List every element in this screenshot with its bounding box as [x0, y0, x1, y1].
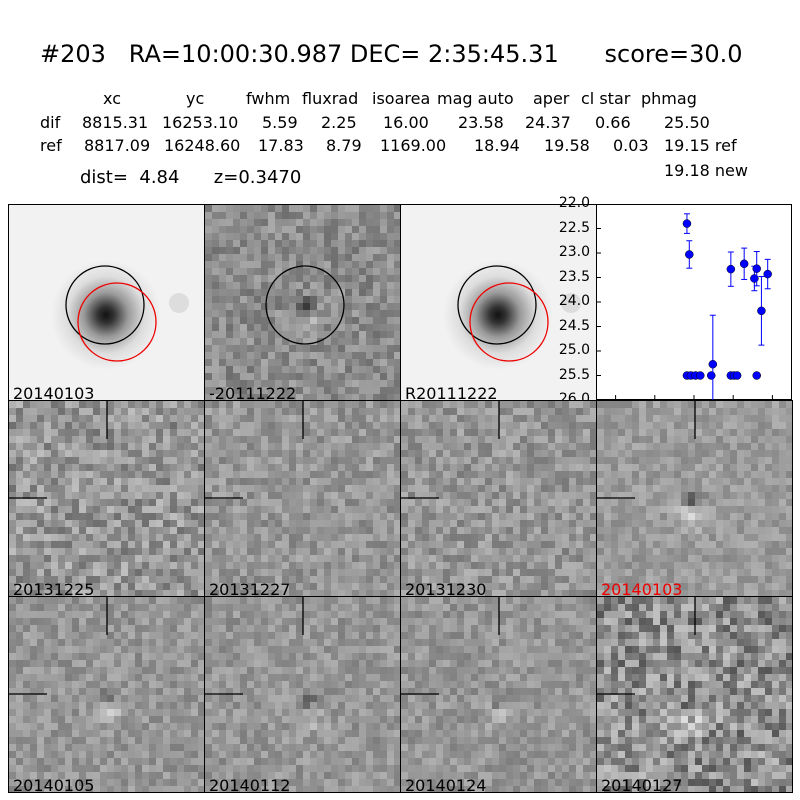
noise-image [597, 597, 792, 792]
aperture-circle-red [469, 282, 549, 362]
stamp-epoch: 20131227 [204, 400, 401, 597]
data-point [685, 250, 694, 259]
dif-isoarea: 16.00 [383, 113, 429, 132]
ref-aper: 19.58 [544, 136, 590, 155]
new-magnitude-note: 19.18 new [664, 161, 748, 180]
data-point [696, 371, 705, 380]
data-point [726, 264, 736, 274]
data-point [752, 371, 761, 380]
y-tick-label: 22.5 [558, 219, 590, 236]
data-point [763, 269, 772, 279]
dif-yc: 16253.10 [162, 113, 239, 132]
col-header-fwhm: fwhm [246, 89, 291, 108]
dif-mag-auto: 23.58 [458, 113, 504, 132]
col-header-cl-star: cl star [581, 89, 631, 108]
aperture-circle-red [77, 282, 157, 362]
col-header-phmag: phmag [641, 89, 697, 108]
y-tick-label: 23.0 [558, 244, 590, 260]
aperture-circle-black [457, 265, 537, 345]
y-tick-label: 25.5 [558, 366, 590, 383]
data-point [706, 371, 716, 380]
row-label-ref: ref [40, 136, 62, 155]
dif-xc: 8815.31 [82, 113, 149, 132]
col-header-yc: yc [186, 89, 205, 108]
stamp-epoch: 20140105 [8, 596, 205, 793]
stamp-label: 20140124 [405, 776, 487, 793]
stamp-epoch-current: 20140103 [596, 400, 793, 597]
distance-redshift-line: dist= 4.84 z=0.3470 [80, 167, 302, 188]
stamp-epoch: 20140124 [400, 596, 597, 793]
stamp-difference-image: -20111222 [204, 204, 401, 401]
stamp-label: R20111222 [405, 384, 498, 401]
data-point [752, 264, 761, 273]
col-header-isoarea: isoarea [372, 89, 431, 108]
stamp-label: -20111222 [209, 384, 297, 401]
ref-mag-auto: 18.94 [474, 136, 520, 155]
col-header-mag-auto: mag auto [437, 89, 514, 108]
col-header-xc: xc [103, 89, 121, 108]
noise-image [205, 401, 400, 596]
ref-phmag: 19.15 ref [664, 136, 737, 155]
stamp-reference-image: R20111222 [400, 204, 597, 401]
row-label-dif: dif [40, 113, 61, 132]
ref-fluxrad: 8.79 [326, 136, 362, 155]
light-curve-chart [596, 203, 792, 401]
noise-image [597, 401, 792, 596]
dif-fwhm: 5.59 [262, 113, 298, 132]
noise-image [401, 401, 596, 596]
noise-image [205, 597, 400, 792]
stamp-label: 20140112 [209, 776, 291, 793]
stamp-label: 20140105 [13, 776, 95, 793]
data-point [739, 259, 749, 269]
y-tick-label: 24.0 [558, 293, 590, 309]
y-tick-label: 23.5 [558, 268, 590, 285]
galaxy-image [401, 205, 596, 400]
light-curve-plot [596, 203, 792, 401]
dif-cl-star: 0.66 [595, 113, 631, 132]
data-point [732, 371, 742, 380]
col-header-aper: aper [533, 89, 570, 108]
ref-xc: 8817.09 [84, 136, 151, 155]
noise-image [205, 205, 400, 400]
stamp-epoch: 20131225 [8, 400, 205, 597]
data-point [757, 306, 766, 316]
noise-image [9, 597, 204, 792]
galaxy-image [9, 205, 204, 400]
stamp-epoch: 20140127 [596, 596, 793, 793]
noise-image [401, 597, 596, 792]
noise-image [9, 401, 204, 596]
ref-yc: 16248.60 [164, 136, 241, 155]
candidate-title: #203 RA=10:00:30.987 DEC= 2:35:45.31 sco… [40, 40, 743, 68]
stamp-label: 20140103 [601, 580, 683, 597]
y-tick-label: 25.0 [558, 342, 590, 358]
dif-fluxrad: 2.25 [321, 113, 357, 132]
aperture-circle-black [65, 265, 145, 345]
plot-frame [596, 204, 792, 400]
stamp-label: 20140127 [601, 776, 683, 793]
stamp-label: 20131225 [13, 580, 95, 597]
ref-isoarea: 1169.00 [380, 136, 447, 155]
stamp-epoch: 20140112 [204, 596, 401, 793]
y-tick-label: 24.5 [558, 317, 590, 334]
y-tick-label: 22.0 [558, 195, 590, 211]
stamp-label: 20140103 [13, 384, 95, 401]
dif-phmag: 25.50 [664, 113, 710, 132]
data-point [682, 219, 692, 228]
aperture-circle-black [265, 265, 345, 345]
stamp-new-image: 20140103 [8, 204, 205, 401]
stamp-label: 20131227 [209, 580, 291, 597]
ref-fwhm: 17.83 [258, 136, 304, 155]
stamp-epoch: 20131230 [400, 400, 597, 597]
col-header-fluxrad: fluxrad [302, 89, 359, 108]
dif-aper: 24.37 [525, 113, 571, 132]
ref-cl-star: 0.03 [613, 136, 649, 155]
data-point [708, 359, 718, 369]
stamp-label: 20131230 [405, 580, 487, 597]
